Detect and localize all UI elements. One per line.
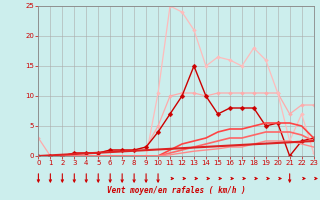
X-axis label: Vent moyen/en rafales ( km/h ): Vent moyen/en rafales ( km/h ) [107, 186, 245, 195]
